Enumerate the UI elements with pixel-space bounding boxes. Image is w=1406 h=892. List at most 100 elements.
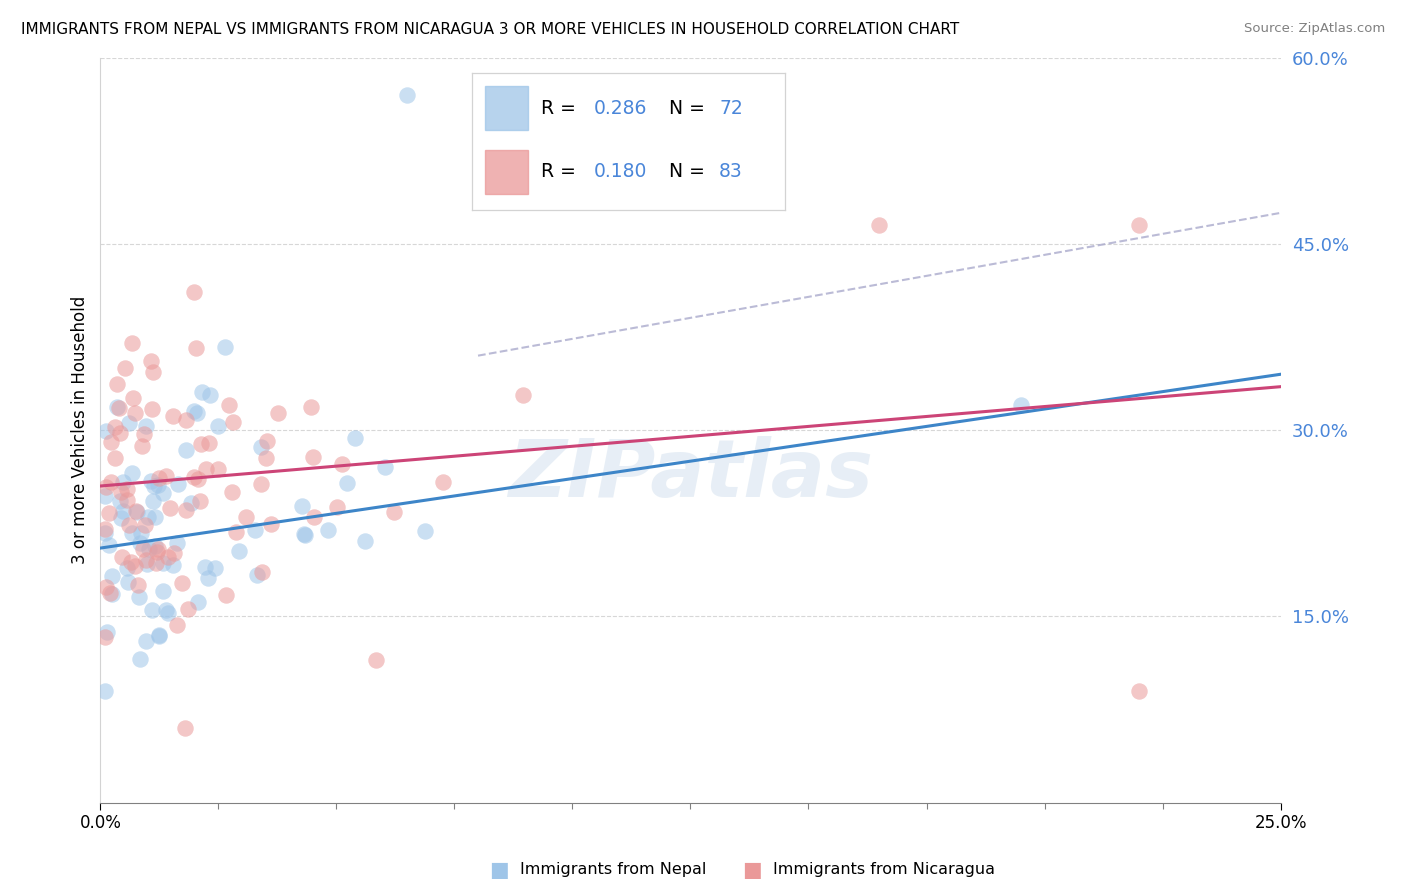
Point <box>292 527 315 541</box>
Point <box>537 87 560 102</box>
Point <box>291 499 314 513</box>
Point <box>152 556 174 570</box>
Point <box>353 533 375 548</box>
Point <box>374 459 396 474</box>
Point <box>134 518 156 533</box>
Point <box>128 590 150 604</box>
Point <box>138 541 160 556</box>
Point <box>108 494 131 508</box>
Point <box>174 412 197 426</box>
Point <box>105 377 128 392</box>
Point <box>166 536 188 550</box>
Point <box>94 525 117 540</box>
Point <box>344 431 367 445</box>
Point <box>94 424 117 438</box>
Text: Source: ZipAtlas.com: Source: ZipAtlas.com <box>1244 22 1385 36</box>
Point <box>131 439 153 453</box>
Point <box>1010 398 1032 412</box>
Point <box>221 484 243 499</box>
Y-axis label: 3 or more Vehicles in Household: 3 or more Vehicles in Household <box>72 296 89 565</box>
Point <box>249 440 271 454</box>
Point <box>127 578 149 592</box>
Point <box>142 494 165 508</box>
Point <box>194 560 217 574</box>
Point <box>128 652 150 666</box>
Point <box>135 634 157 648</box>
Point <box>190 385 212 400</box>
Point <box>100 435 122 450</box>
Point <box>326 500 349 514</box>
Point <box>214 340 236 354</box>
Point <box>111 549 134 564</box>
Point <box>124 406 146 420</box>
Point <box>250 565 273 579</box>
Text: ■: ■ <box>489 860 509 880</box>
Point <box>183 285 205 300</box>
Point <box>336 475 359 490</box>
Point <box>299 401 322 415</box>
Point <box>146 478 169 492</box>
Point <box>152 486 174 500</box>
Text: ■: ■ <box>742 860 762 880</box>
Point <box>141 365 163 379</box>
Point <box>197 571 219 585</box>
Point <box>94 522 117 536</box>
Point <box>136 510 159 524</box>
Point <box>100 475 122 489</box>
Point <box>142 479 165 493</box>
Text: Immigrants from Nicaragua: Immigrants from Nicaragua <box>773 863 995 877</box>
Point <box>117 518 139 533</box>
Point <box>162 409 184 424</box>
Point <box>184 342 207 356</box>
Point <box>228 543 250 558</box>
Point <box>135 419 157 434</box>
Point <box>302 450 325 464</box>
Point <box>235 510 257 524</box>
Point <box>1128 684 1150 698</box>
Point <box>125 504 148 518</box>
Point <box>260 516 283 531</box>
Point <box>172 576 194 591</box>
Point <box>207 419 229 434</box>
Point <box>101 568 124 582</box>
Point <box>155 603 177 617</box>
Point <box>146 545 169 559</box>
Point <box>512 388 534 402</box>
Point <box>174 443 197 458</box>
Point <box>868 219 890 233</box>
Point <box>135 553 157 567</box>
Point <box>316 523 339 537</box>
Point <box>194 462 217 476</box>
Point <box>121 525 143 540</box>
Point <box>162 558 184 572</box>
Point <box>256 434 278 449</box>
Point <box>198 388 221 402</box>
Point <box>156 606 179 620</box>
Point <box>97 538 120 552</box>
Point <box>132 426 155 441</box>
Point <box>112 475 135 489</box>
Point <box>115 482 138 496</box>
Point <box>104 420 127 434</box>
Point <box>148 627 170 641</box>
Point <box>174 721 197 735</box>
Point <box>141 402 163 417</box>
Point <box>432 475 454 490</box>
Point <box>98 586 121 600</box>
Point <box>111 504 134 518</box>
Point <box>94 489 117 503</box>
Point <box>115 561 138 575</box>
Point <box>127 505 149 519</box>
Point <box>141 603 163 617</box>
Point <box>302 510 325 524</box>
Point <box>120 555 142 569</box>
Point <box>167 476 190 491</box>
Point <box>222 415 245 429</box>
Point <box>413 524 436 539</box>
Point <box>246 567 269 582</box>
Point <box>180 496 202 510</box>
Point <box>131 542 153 557</box>
Point <box>396 87 419 102</box>
Point <box>183 470 205 484</box>
Point <box>145 556 167 570</box>
